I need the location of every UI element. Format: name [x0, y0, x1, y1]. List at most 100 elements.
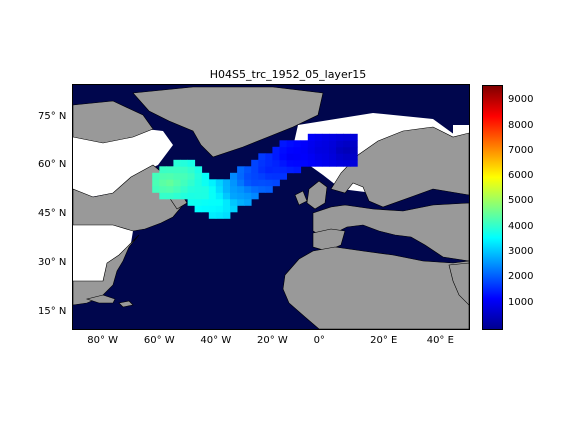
tracer-cell	[321, 153, 330, 161]
tracer-cell	[272, 146, 280, 154]
tracer-cell	[265, 166, 273, 174]
tracer-cell	[314, 146, 323, 154]
tracer-cell	[166, 166, 174, 174]
tracer-cell	[166, 179, 174, 187]
tracer-cell	[265, 179, 273, 187]
tracer-cell	[237, 192, 245, 200]
coast-cuba	[85, 294, 116, 304]
tracer-cell	[244, 179, 252, 187]
lon-tick-label: 40° E	[426, 335, 454, 346]
tracer-cell	[201, 172, 210, 180]
tracer-cell	[237, 198, 245, 206]
tracer-cell	[329, 153, 337, 161]
colorbar-tick-label: 2000	[508, 271, 534, 283]
tracer-cell	[329, 140, 337, 148]
tracer-cell	[265, 153, 273, 161]
tracer-cell	[350, 146, 358, 154]
lat-tick-label: 15° N	[38, 305, 67, 317]
tracer-cell	[329, 133, 337, 141]
tracer-cell	[350, 140, 358, 148]
tracer-cell	[208, 192, 217, 200]
tracer-cell	[293, 166, 302, 174]
tracer-cell	[173, 166, 181, 174]
tracer-cell	[307, 159, 316, 167]
tracer-cell	[350, 153, 358, 161]
tracer-cell	[215, 192, 224, 200]
land-british-isles	[294, 180, 328, 210]
tracer-cell	[286, 153, 295, 161]
tracer-cell	[343, 140, 351, 148]
land-scandinavia	[330, 126, 469, 208]
tracer-cell	[279, 146, 287, 154]
tracer-cell	[279, 153, 287, 161]
lon-tick-label: 80° W	[87, 335, 119, 346]
tracer-cell	[258, 153, 266, 161]
tracer-cell	[173, 179, 181, 187]
tracer-cell	[215, 205, 224, 213]
tracer-cell	[208, 179, 217, 187]
tracer-cell	[187, 185, 196, 193]
tracer-cell	[208, 211, 217, 219]
tracer-cell	[201, 205, 210, 213]
tracer-cell	[159, 172, 167, 180]
tracer-cell	[251, 172, 259, 180]
tracer-cell	[194, 192, 203, 200]
tracer-cell	[258, 172, 266, 180]
tracer-cell	[336, 159, 344, 167]
lon-tick-label: 20° W	[257, 335, 288, 346]
tracer-cell	[237, 172, 245, 180]
tracer-cell	[286, 140, 295, 148]
tracer-cell	[215, 179, 224, 187]
tracer-cell	[194, 166, 203, 174]
tracer-cell	[293, 153, 302, 161]
lon-tick-label: 20° E	[370, 335, 398, 346]
lat-tick-label: 75° N	[38, 110, 67, 122]
lat-tick-label: 45° N	[38, 208, 67, 220]
tracer-cell	[286, 166, 295, 174]
tracer-cell	[251, 179, 259, 187]
tracer-cell	[237, 166, 245, 174]
tracer-cell	[201, 198, 210, 206]
tracer-cell	[279, 172, 287, 180]
tracer-cell	[307, 133, 316, 141]
tracer-cell	[300, 159, 309, 167]
tracer-cell	[187, 166, 196, 174]
tracer-cell	[230, 172, 238, 180]
colorbar-tick-label: 9000	[508, 94, 534, 106]
colorbar-tick-label: 7000	[508, 144, 534, 156]
tracer-cell	[201, 185, 210, 193]
tracer-cell	[343, 133, 351, 141]
tracer-cell	[336, 133, 344, 141]
tracer-cell	[329, 159, 337, 167]
tracer-cell	[343, 153, 351, 161]
tracer-cell	[222, 211, 231, 219]
tracer-cell	[343, 146, 351, 154]
map-frame	[72, 84, 470, 330]
lat-tick-label: 60° N	[38, 159, 67, 171]
colorbar-tick-label: 4000	[508, 220, 534, 232]
tracer-cell	[166, 172, 174, 180]
tracer-cell	[272, 172, 280, 180]
lon-tick-label: 40° W	[200, 335, 232, 346]
tracer-cell	[350, 159, 358, 167]
tracer-cell	[279, 159, 287, 167]
tracer-cell	[329, 146, 337, 154]
tracer-cell	[314, 153, 323, 161]
tracer-cell	[244, 172, 252, 180]
tracer-cell	[187, 192, 196, 200]
land-north-america	[73, 100, 184, 306]
tracer-cell	[321, 146, 330, 154]
map-canvas	[73, 85, 469, 329]
tracer-cell	[187, 179, 196, 187]
tracer-cell	[194, 172, 203, 180]
tracer-cell	[279, 140, 287, 148]
tracer-cell	[314, 159, 323, 167]
tracer-cell	[222, 198, 231, 206]
lon-tick-label: 60° W	[143, 335, 175, 346]
tracer-cell	[300, 153, 309, 161]
tracer-cell	[159, 192, 167, 200]
tracer-cell	[201, 179, 210, 187]
tracer-cell	[343, 159, 351, 167]
colorbar-tick-label: 1000	[508, 296, 534, 308]
tracer-cell	[307, 153, 316, 161]
